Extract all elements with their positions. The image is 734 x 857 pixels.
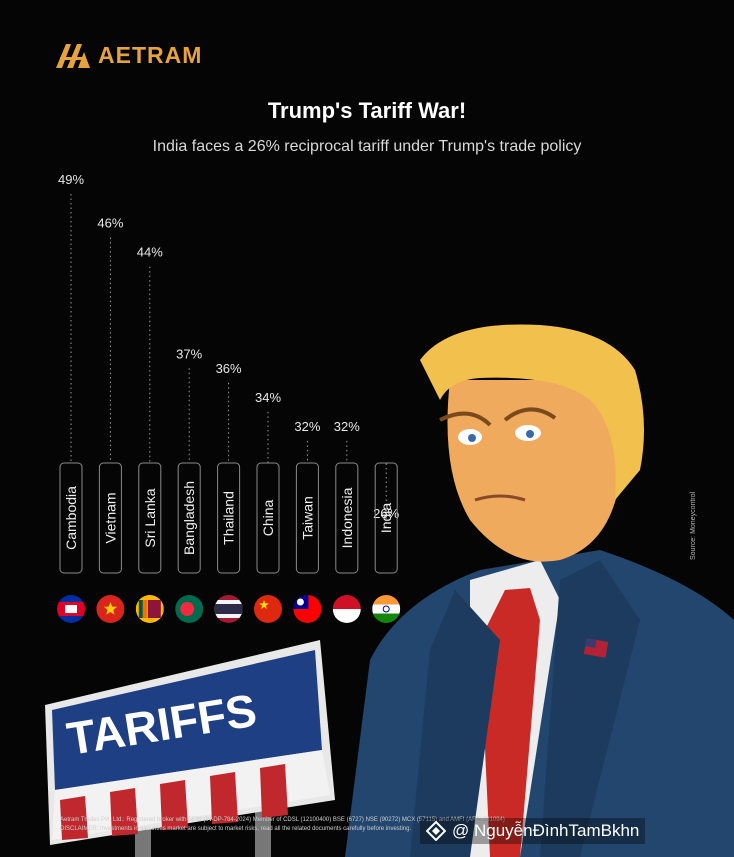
aetram-logo-icon [56, 44, 90, 68]
value-label: 44% [137, 245, 163, 260]
category-box [98, 462, 122, 574]
category-label: China [260, 500, 276, 537]
category-label: Bangladesh [181, 481, 197, 555]
value-label: 26% [373, 506, 399, 521]
page-title: Trump's Tariff War! [267, 98, 467, 123]
china-flag [254, 595, 282, 623]
value-label: 37% [176, 346, 202, 361]
category-box [217, 462, 241, 574]
value-label: 32% [334, 419, 360, 434]
category-label: India [378, 503, 394, 534]
value-label: 46% [97, 216, 123, 231]
value-label: 36% [216, 361, 242, 376]
category-label: Vietnam [102, 492, 118, 543]
category-label: Indonesia [339, 487, 355, 548]
vietnam-flag [96, 595, 125, 623]
value-label: 32% [294, 419, 320, 434]
category-label: Sri Lanka [142, 488, 158, 547]
cambodia-flag [57, 595, 85, 623]
footer-line-1: Aetram Trades Pvt. Ltd.: Registered brok… [60, 817, 505, 823]
india-flag [372, 595, 401, 623]
footer-disclaimer: Aetram Trades Pvt. Ltd.: Registered brok… [60, 816, 620, 834]
footer-line-2: DISCLAIMER: Investments in securities ma… [60, 826, 412, 832]
value-label: 34% [255, 390, 281, 405]
value-label: 49% [58, 172, 84, 187]
sri-lanka-flag [135, 595, 164, 623]
category-box [59, 462, 83, 574]
category-box [295, 462, 319, 574]
brand-name: AETRAM [98, 41, 203, 68]
watermark: @ NguyễnĐìnhTamBkhn [420, 818, 646, 844]
page-subtitle: India faces a 26% reciprocal tariff unde… [152, 138, 582, 155]
category-label: Cambodia [63, 486, 79, 550]
bangladesh-flag [175, 595, 204, 623]
source-note: Source: Moneycontrol [690, 491, 697, 560]
thailand-flag [214, 595, 243, 623]
watermark-text: @ NguyễnĐìnhTamBkhn [452, 821, 640, 840]
category-label: Taiwan [299, 496, 315, 540]
category-box [138, 462, 162, 574]
indonesia-flag [332, 595, 361, 623]
category-label: Thailand [221, 491, 237, 545]
category-box [256, 462, 280, 574]
taiwan-flag [293, 595, 322, 623]
diamond-logo-icon [426, 821, 446, 841]
category-box [177, 462, 201, 574]
brand-logo: AETRAM [54, 40, 202, 70]
